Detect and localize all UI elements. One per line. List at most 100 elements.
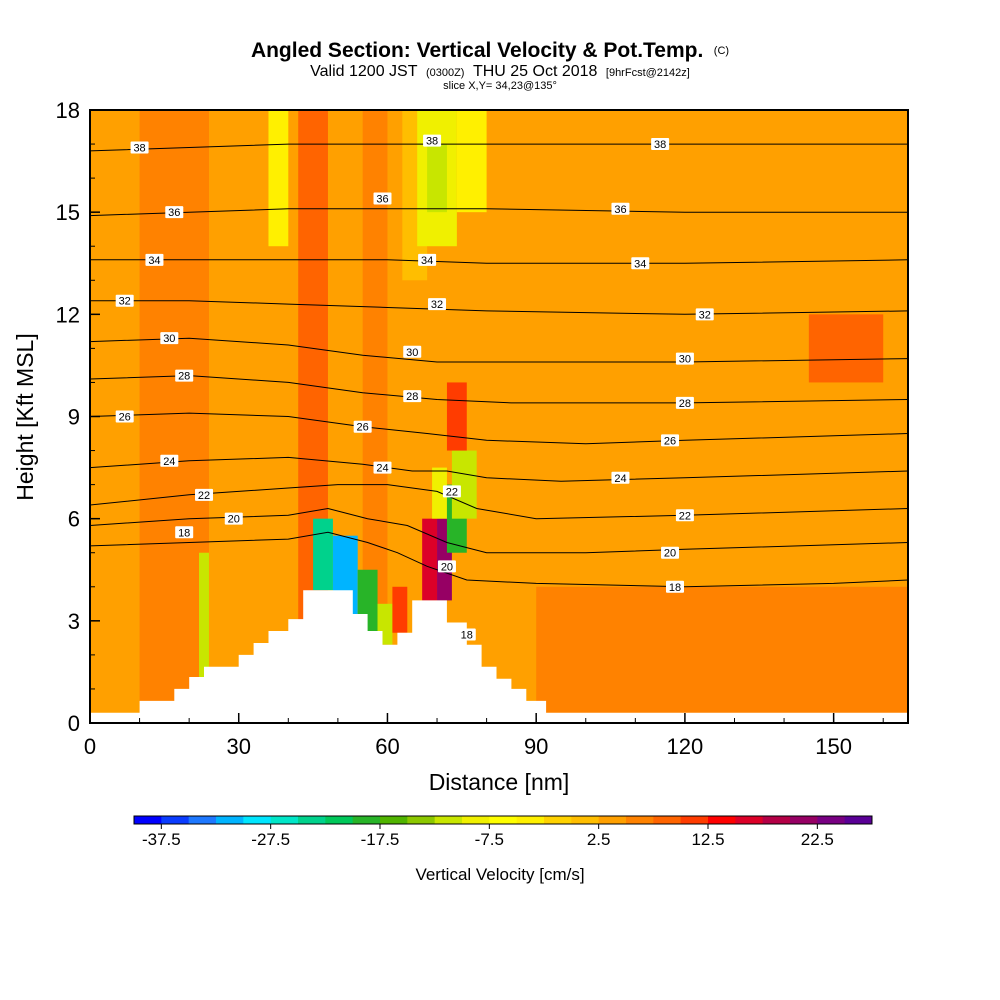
colorbar-swatch-17 <box>598 816 627 824</box>
velocity-cell-21 <box>446 382 467 451</box>
velocity-cell-11 <box>199 552 209 689</box>
colorbar-swatch-22 <box>735 816 764 824</box>
isotherm-22-2 <box>90 484 908 520</box>
isotherm-label-9: 24 <box>160 454 179 468</box>
terrain <box>90 590 908 723</box>
isotherm-label-text: 24 <box>163 456 175 468</box>
isotherm-label-12: 26 <box>115 410 134 424</box>
isotherm-32-7 <box>90 300 908 315</box>
isotherm-label-6: 22 <box>195 488 214 502</box>
colorbar-swatch-4 <box>243 816 272 824</box>
isotherm-36-9 <box>90 208 908 217</box>
isotherm-label-text: 26 <box>664 435 676 447</box>
colorbar-swatch-20 <box>680 816 709 824</box>
colorbar-swatch-16 <box>571 816 600 824</box>
chart-subtitle: Valid 1200 JST (0300Z) THU 25 Oct 2018 [… <box>310 63 690 80</box>
isotherm-label-text: 36 <box>168 207 180 219</box>
colorbar-label: Vertical Velocity [cm/s] <box>415 865 584 884</box>
isotherm-label-text: 30 <box>406 347 418 359</box>
x-tick-label: 30 <box>226 734 250 759</box>
colorbar-swatch-7 <box>325 816 354 824</box>
isotherm-26-4 <box>90 412 908 445</box>
valid-time-label: Valid 1200 JST <box>310 63 418 80</box>
isotherm-label-4: 20 <box>661 546 680 560</box>
isotherm-18-0 <box>90 531 908 588</box>
velocity-cell-8 <box>427 144 447 213</box>
isotherm-label-text: 22 <box>446 486 458 498</box>
x-tick-label: 120 <box>667 734 704 759</box>
colorbar-swatch-18 <box>626 816 654 824</box>
y-tick-label: 18 <box>56 98 80 123</box>
isotherm-labels: 18 18 18 20 20 20 22 22 22 24 24 24 26 26 26 28 28 28 30 30… <box>115 134 714 641</box>
velocity-cell-20 <box>451 450 477 519</box>
x-tick-label: 0 <box>84 734 96 759</box>
isotherm-28-5 <box>90 375 908 404</box>
chart-title-units: (C) <box>714 45 729 57</box>
velocity-cell-12 <box>313 518 333 591</box>
colorbar-swatch-26 <box>844 816 873 824</box>
x-tick-label: 150 <box>815 734 852 759</box>
colorbar-swatch-21 <box>708 816 736 824</box>
isotherm-label-text: 38 <box>426 136 438 148</box>
isotherm-label-17: 28 <box>675 396 694 410</box>
isotherm-label-text: 36 <box>614 204 626 216</box>
isotherm-label-text: 22 <box>679 510 691 522</box>
x-axis: 0 30 60 90 120 150 <box>84 713 884 759</box>
isotherm-label-23: 32 <box>695 308 714 321</box>
isotherm-label-text: 36 <box>376 194 388 206</box>
isotherm-label-text: 32 <box>431 299 443 311</box>
isotherm-label-text: 20 <box>228 514 240 526</box>
velocity-cell-18 <box>432 467 447 519</box>
colorbar-swatch-25 <box>817 816 846 824</box>
colorbar-swatch-24 <box>790 816 818 824</box>
isotherm-label-text: 22 <box>198 490 210 502</box>
colorbar-tick-label: 12.5 <box>691 830 724 849</box>
isotherm-label-text: 26 <box>357 422 369 434</box>
valid-date: THU 25 Oct 2018 <box>473 63 598 80</box>
isotherm-label-text: 28 <box>178 371 190 383</box>
isotherm-label-text: 28 <box>679 398 691 410</box>
isotherm-label-text: 34 <box>148 255 160 267</box>
colorbar: -37.5 -27.5 -17.5 -7.5 2.5 12.5 22.5 <box>133 815 873 849</box>
colorbar-swatch-12 <box>462 816 490 824</box>
colorbar-tick-label: 2.5 <box>587 830 611 849</box>
isotherm-label-2: 18 <box>457 628 476 641</box>
terrain-mask <box>90 590 908 723</box>
isotherm-label-27: 36 <box>165 206 184 219</box>
y-tick-label: 0 <box>68 711 80 736</box>
isotherm-label-text: 32 <box>119 296 131 308</box>
isotherm-label-26: 34 <box>631 257 650 270</box>
isotherm-label-text: 28 <box>406 391 418 403</box>
velocity-cell-16 <box>422 518 438 601</box>
velocity-cell-1 <box>536 586 908 723</box>
colorbar-swatch-13 <box>489 816 518 824</box>
chart-title: Angled Section: Vertical Velocity & Pot.… <box>251 39 729 62</box>
forecast-label: [9hrFcst@2142z] <box>606 67 690 79</box>
isotherm-label-10: 24 <box>373 461 392 475</box>
velocity-cell-3 <box>268 110 289 247</box>
isotherm-label-20: 30 <box>675 352 694 366</box>
isotherm-label-7: 22 <box>675 509 694 522</box>
colorbar-swatch-23 <box>762 816 791 824</box>
valid-time-utc: (0300Z) <box>426 67 465 79</box>
colorbar-swatch-1 <box>161 816 190 824</box>
y-tick-label: 6 <box>68 507 80 532</box>
isotherm-label-text: 20 <box>664 548 676 560</box>
isotherm-label-21: 32 <box>115 294 134 308</box>
colorbar-swatch-5 <box>270 816 299 824</box>
plot-area: 18 18 18 20 20 20 22 22 22 24 24 24 26 26 26 28 28 28 30 30… <box>90 110 908 723</box>
isotherm-label-24: 34 <box>145 253 164 267</box>
x-tick-label: 60 <box>375 734 399 759</box>
isotherm-label-text: 24 <box>614 473 626 485</box>
colorbar-swatch-8 <box>352 816 381 824</box>
isotherm-label-32: 38 <box>651 138 670 151</box>
isotherm-label-text: 38 <box>133 142 145 154</box>
isotherm-38-10 <box>90 143 908 152</box>
velocity-cell-2 <box>139 110 209 723</box>
y-axis: 0 3 6 9 12 15 18 <box>56 98 100 736</box>
isotherm-label-18: 30 <box>160 332 179 345</box>
isotherm-30-6 <box>90 337 908 363</box>
colorbar-swatch-9 <box>380 816 408 824</box>
colorbar-swatch-15 <box>544 816 572 824</box>
